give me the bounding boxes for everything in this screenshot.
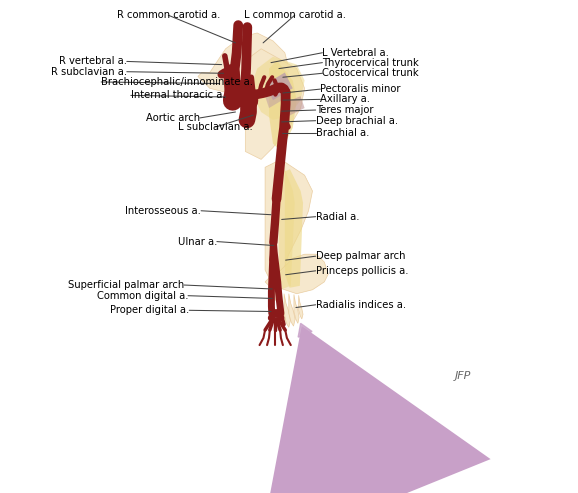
Polygon shape (289, 294, 295, 326)
Text: Common digital a.: Common digital a. (97, 291, 188, 301)
Polygon shape (265, 84, 289, 108)
Text: Brachiocephalic/innominate a.: Brachiocephalic/innominate a. (101, 77, 253, 87)
Text: R subclavian a.: R subclavian a. (51, 67, 127, 77)
Text: Interosseous a.: Interosseous a. (125, 206, 201, 216)
Text: Thyrocervical trunk: Thyrocervical trunk (323, 58, 419, 68)
Text: JFP: JFP (455, 371, 471, 382)
Text: R vertebral a.: R vertebral a. (59, 56, 127, 67)
Text: Internal thoracic a.: Internal thoracic a. (131, 90, 225, 101)
Text: Costocervical trunk: Costocervical trunk (323, 69, 419, 78)
Polygon shape (281, 96, 305, 116)
Text: Radial a.: Radial a. (316, 211, 359, 222)
Polygon shape (198, 33, 289, 96)
Polygon shape (265, 72, 292, 100)
Text: Deep brachial a.: Deep brachial a. (316, 116, 398, 126)
Polygon shape (285, 169, 303, 288)
Polygon shape (279, 167, 295, 289)
Text: Pectoralis minor: Pectoralis minor (320, 84, 401, 94)
Text: Princeps pollicis a.: Princeps pollicis a. (316, 266, 408, 276)
Polygon shape (299, 295, 303, 319)
Text: Ulnar a.: Ulnar a. (177, 237, 217, 246)
Text: Axillary a.: Axillary a. (320, 94, 370, 105)
Polygon shape (279, 294, 286, 326)
Polygon shape (245, 49, 305, 159)
Polygon shape (265, 254, 328, 294)
Text: Radialis indices a.: Radialis indices a. (316, 300, 406, 310)
Text: Teres major: Teres major (316, 105, 373, 115)
FancyArrow shape (298, 323, 329, 382)
Text: Proper digital a.: Proper digital a. (110, 305, 189, 316)
Text: L common carotid a.: L common carotid a. (244, 10, 346, 20)
Text: L subclavian a.: L subclavian a. (179, 122, 253, 132)
Polygon shape (253, 57, 305, 120)
Polygon shape (265, 159, 313, 286)
Polygon shape (284, 294, 290, 327)
Polygon shape (294, 294, 299, 323)
Text: R common carotid a.: R common carotid a. (117, 10, 220, 20)
Text: Brachial a.: Brachial a. (316, 128, 369, 138)
Text: Aortic arch: Aortic arch (146, 113, 200, 123)
Text: Deep palmar arch: Deep palmar arch (316, 251, 405, 261)
Polygon shape (269, 280, 277, 302)
Text: L Vertebral a.: L Vertebral a. (323, 48, 389, 58)
Polygon shape (269, 61, 297, 151)
Text: Superficial palmar arch: Superficial palmar arch (68, 280, 184, 290)
